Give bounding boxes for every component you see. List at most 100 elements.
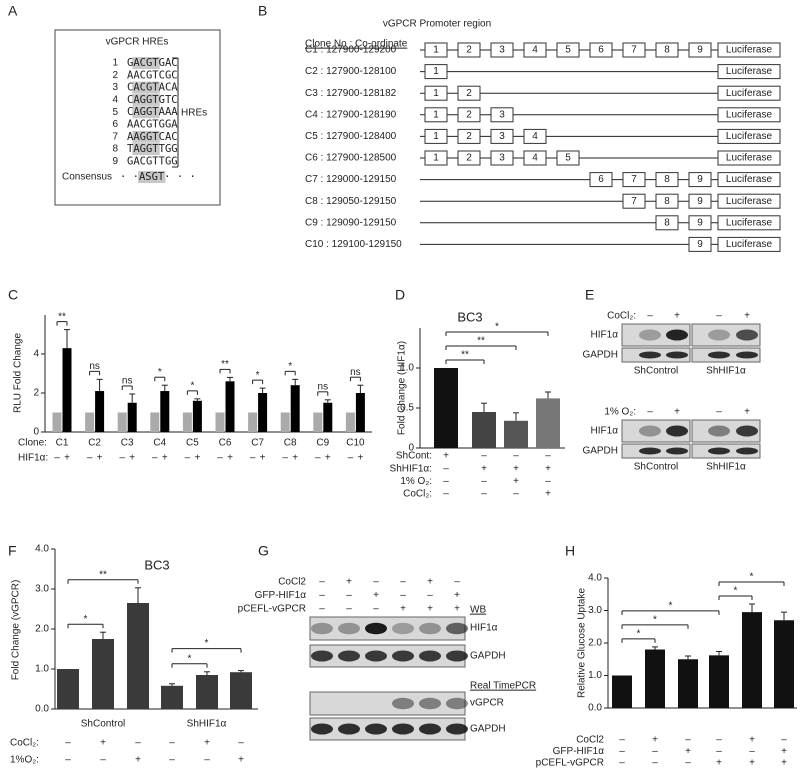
- error-bar: [194, 398, 201, 401]
- clone-label: C3 : 127900-128182: [305, 88, 397, 99]
- condition-sign: +: [373, 590, 379, 601]
- hre-site-box: [688, 236, 712, 252]
- condition-sign: –: [282, 453, 288, 464]
- condition-sign: +: [674, 407, 680, 418]
- blot-strip: [309, 616, 466, 641]
- sequence-part: · ·: [120, 171, 139, 183]
- bar: [215, 412, 225, 432]
- sequence-part: CGC: [159, 69, 178, 81]
- hre-site-number: 1: [433, 109, 439, 120]
- blot-band: [708, 447, 730, 455]
- category-axis-label: Clone:: [18, 438, 47, 449]
- error-bar: [685, 655, 691, 660]
- condition-sign: –: [652, 746, 658, 757]
- reporter-label: Luciferase: [726, 131, 773, 142]
- hre-site-box: [424, 128, 448, 144]
- condition-sign: +: [744, 311, 750, 322]
- y-tick-label: 2.0: [588, 638, 602, 649]
- hre-site-number: 8: [664, 217, 670, 228]
- blot-band: [639, 329, 661, 341]
- condition-label: pCEFL-vGPCR: [536, 758, 604, 769]
- hre-site-number: 7: [631, 196, 637, 207]
- condition-sign: –: [716, 735, 722, 746]
- condition-sign: +: [513, 463, 519, 474]
- condition-sign: –: [400, 590, 406, 601]
- error-bar: [129, 393, 136, 403]
- blot-band: [419, 622, 441, 635]
- hre-site-number: 2: [466, 45, 472, 56]
- hre-site-box: [490, 128, 514, 144]
- blot-band: [639, 447, 661, 455]
- treatment-label: CoCl₂:: [607, 311, 636, 322]
- bar: [192, 400, 202, 432]
- sequence-part: A: [127, 119, 134, 131]
- bar: [230, 672, 252, 709]
- hre-sequence: GACGTGAC: [127, 57, 178, 69]
- error-bar: [161, 384, 168, 392]
- sequence-part: ACGT: [133, 119, 159, 131]
- significance-label: *: [288, 361, 292, 372]
- error-bar: [749, 603, 755, 613]
- x-tick-label: C8: [284, 438, 297, 449]
- y-tick-label: 4.0: [35, 544, 49, 555]
- condition-label: ShHIF1α:: [390, 463, 432, 474]
- hre-number: 6: [112, 119, 118, 130]
- bar: [345, 412, 355, 432]
- sequence-part: AAA: [159, 106, 179, 118]
- condition-sign: –: [400, 577, 406, 588]
- condition-sign: –: [481, 489, 487, 500]
- blot-band: [736, 351, 758, 359]
- group-label: ShControl: [81, 719, 125, 730]
- significance-label: *: [734, 586, 738, 597]
- hre-bracket-label: HREs: [181, 108, 207, 119]
- hre-site-number: 8: [664, 196, 670, 207]
- reporter-label: Luciferase: [726, 196, 773, 207]
- blot-band: [419, 723, 441, 735]
- bar: [117, 412, 127, 432]
- condition-sign: –: [749, 746, 755, 757]
- condition-sign: +: [443, 451, 449, 462]
- condition-sign: +: [513, 476, 519, 487]
- band-label: HIF1α: [470, 623, 498, 634]
- x-tick-label: C2: [88, 438, 101, 449]
- condition-sign: +: [781, 758, 787, 769]
- condition-sign: –: [204, 755, 210, 766]
- panel-label: H: [565, 543, 575, 559]
- reporter-box: [717, 85, 781, 101]
- condition-sign: –: [647, 311, 653, 322]
- section-title: WB: [470, 605, 486, 616]
- condition-sign: –: [454, 577, 460, 588]
- condition-sign: –: [185, 453, 191, 464]
- hre-site-box: [424, 85, 448, 101]
- condition-label: CoCl₂:: [10, 738, 39, 749]
- reporter-box: [717, 107, 781, 123]
- sequence-part: A: [127, 131, 134, 143]
- sequence-part: ASGT: [139, 171, 165, 183]
- condition-sign: –: [685, 735, 691, 746]
- significance-label: *: [205, 638, 209, 649]
- bar: [196, 675, 218, 709]
- error-bar: [204, 671, 210, 675]
- bar: [709, 655, 729, 708]
- significance-label: *: [256, 370, 260, 381]
- hre-site-number: 1: [433, 66, 439, 77]
- condition-sign: +: [749, 758, 755, 769]
- condition-label: GFP-HIF1α: [553, 746, 605, 757]
- band-label: GAPDH: [470, 724, 506, 735]
- hre-site-number: 7: [631, 174, 637, 185]
- significance-label: ns: [350, 367, 361, 378]
- significance-label: *: [84, 614, 88, 625]
- hre-site-box: [589, 42, 613, 58]
- error-bar: [716, 650, 722, 656]
- condition-sign: –: [443, 476, 449, 487]
- hre-highlight: [132, 130, 160, 143]
- condition-label: pCEFL-vGPCR: [238, 604, 306, 615]
- hre-site-number: 2: [466, 153, 472, 164]
- consensus-label: Consensus: [62, 172, 112, 183]
- condition-sign: –: [545, 451, 551, 462]
- blot-band: [736, 447, 758, 455]
- condition-sign: +: [64, 453, 70, 464]
- bar: [127, 603, 149, 709]
- sequence-part: GGA: [159, 119, 179, 131]
